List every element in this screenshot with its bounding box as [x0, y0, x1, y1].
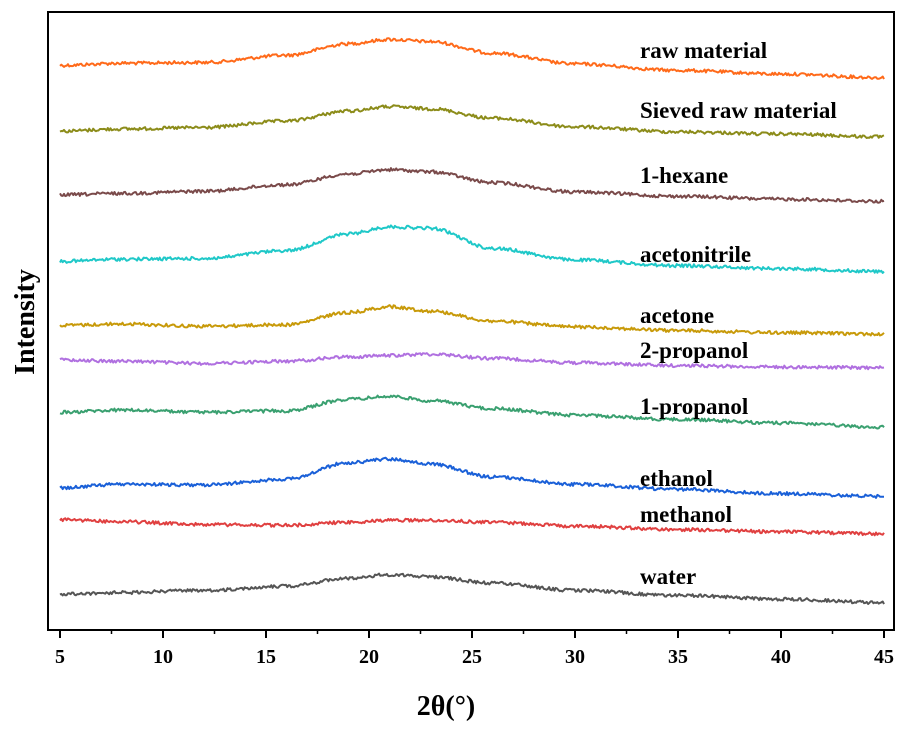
series-line-raw-material — [59, 37, 885, 80]
x-tick-label: 25 — [462, 646, 482, 668]
series-label-methanol: methanol — [640, 502, 732, 527]
series-label-ethanol: ethanol — [640, 466, 713, 491]
series-label-acetone: acetone — [640, 303, 714, 328]
x-axis-title: 2θ(°) — [417, 691, 475, 722]
series-line-sieved-raw-material — [59, 104, 885, 139]
series-line-2-propanol — [59, 352, 885, 371]
x-tick-label: 10 — [153, 646, 173, 668]
series-line-acetone — [59, 304, 885, 337]
x-axis-ticks: 5 10 15 20 25 30 35 40 45 — [55, 630, 894, 668]
series-layer — [59, 37, 885, 605]
series-labels: raw material Sieved raw material 1-hexane a… — [640, 38, 837, 589]
series-line-water — [59, 572, 885, 605]
x-tick-label: 15 — [256, 646, 276, 668]
series-label-1-propanol: 1-propanol — [640, 394, 748, 419]
series-label-water: water — [640, 564, 696, 589]
series-label-raw-material: raw material — [640, 38, 767, 63]
x-tick-label: 30 — [565, 646, 585, 668]
series-line-ethanol — [59, 456, 884, 499]
x-tick-label: 40 — [771, 646, 791, 668]
series-line-1-hexane — [59, 167, 885, 204]
series-label-sieved-raw-material: Sieved raw material — [640, 98, 837, 123]
series-label-2-propanol: 2-propanol — [640, 338, 748, 363]
x-tick-label: 5 — [55, 646, 65, 668]
series-line-acetonitrile — [59, 224, 885, 274]
series-line-1-propanol — [59, 394, 885, 430]
x-tick-label: 35 — [668, 646, 688, 668]
x-tick-label: 45 — [874, 646, 894, 668]
series-line-methanol — [59, 517, 885, 537]
y-axis-title: Intensity — [10, 269, 41, 375]
x-tick-label: 20 — [359, 646, 379, 668]
series-label-acetonitrile: acetonitrile — [640, 242, 751, 267]
series-label-1-hexane: 1-hexane — [640, 163, 728, 188]
